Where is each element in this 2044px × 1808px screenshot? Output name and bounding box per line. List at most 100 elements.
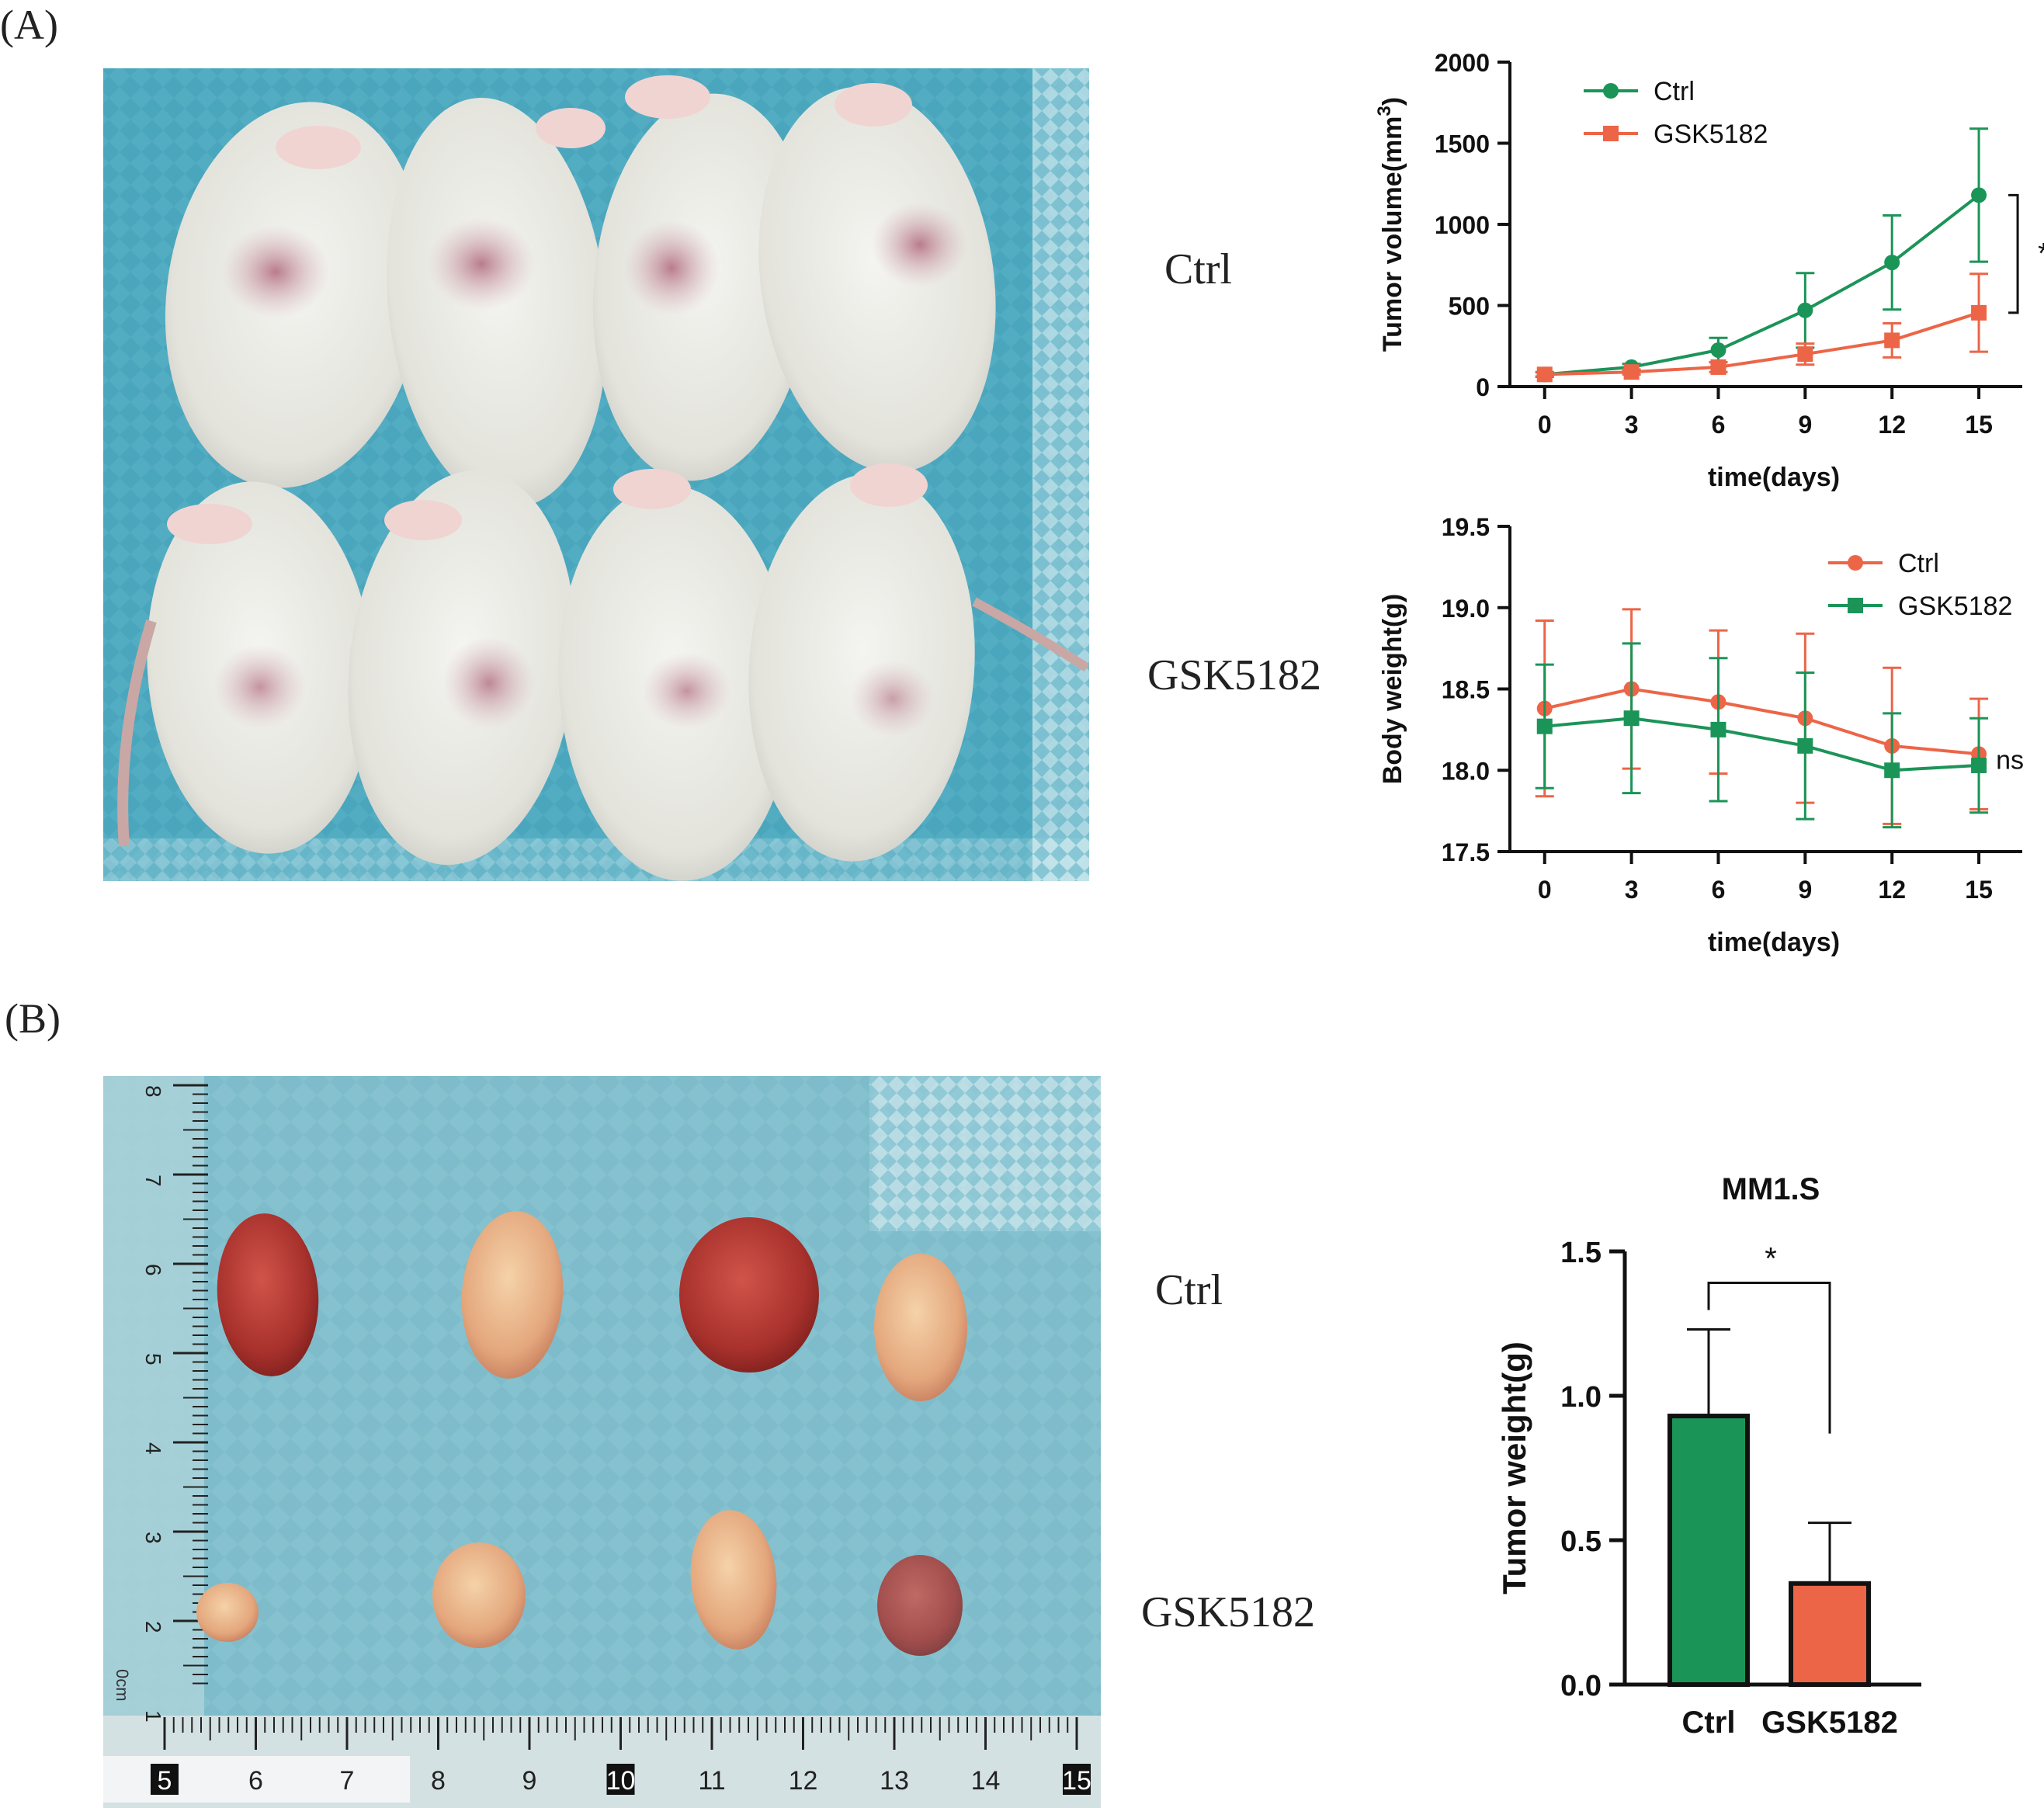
legend-marker (1603, 126, 1619, 141)
ruler-bottom-label: 11 (698, 1766, 725, 1796)
body-weight-chart: 17.5 18.0 18.5 19.0 19.5 0 3 6 9 12 15 time(days) Bo… (1378, 513, 2024, 957)
legend-marker (1603, 83, 1619, 99)
tumor-volume-chart: 0 500 1000 1500 2000 0 3 6 9 12 15 time(days) Tumor … (1374, 49, 2044, 492)
y-tick-label: 19.0 (1442, 595, 1490, 623)
ruler-bottom-label: 14 (971, 1766, 1001, 1796)
ruler-left-label: 6 (141, 1264, 165, 1276)
data-point (1710, 721, 1726, 737)
y-axis-label: Body weight(g) (1378, 594, 1407, 785)
x-tick-label: 15 (1965, 411, 1993, 439)
data-point (1623, 364, 1640, 380)
ruler-bottom-label: 13 (880, 1766, 909, 1796)
tumor-treated-1 (196, 1583, 259, 1642)
series-ctrl: Ctrl (1535, 549, 1989, 825)
legend-marker (1848, 555, 1863, 571)
ruler-bottom-label: 5 (158, 1766, 172, 1796)
ruler-bottom-label-box (606, 1764, 635, 1795)
tumor-treated-2 (432, 1543, 526, 1648)
y-tick-label: 0.5 (1560, 1525, 1602, 1558)
data-point (1884, 255, 1900, 271)
series-gsk5182: GSK5182 (1535, 120, 1989, 383)
y-tick-label: 2000 (1435, 49, 1490, 77)
ruler-left-label: 2 (141, 1621, 165, 1633)
x-tick-label: 12 (1878, 876, 1906, 904)
tumors-ctrl-label: Ctrl (1155, 1266, 1223, 1314)
ruler-bottom-label: 10 (606, 1766, 636, 1796)
y-axis-label: Tumor weight(g) (1496, 1341, 1532, 1595)
mice-ctrl-label: Ctrl (1164, 245, 1232, 293)
tumor-treated-4 (877, 1555, 963, 1656)
x-axis-label: time(days) (1708, 928, 1840, 957)
data-point (1536, 366, 1553, 383)
legend-label: Ctrl (1898, 549, 1939, 578)
ruler-left-label: 5 (141, 1353, 165, 1366)
x-axis-label: time(days) (1708, 463, 1840, 492)
series-gsk5182: GSK5182 (1535, 592, 2012, 829)
tumor-ctrl-1 (217, 1213, 319, 1376)
mouse-ctrl-1 (165, 102, 425, 488)
significance-bracket (1707, 1281, 1831, 1434)
y-tick-label: 1.5 (1560, 1237, 1602, 1269)
x-tick-label: 0 (1538, 411, 1552, 439)
legend-label: Ctrl (1654, 77, 1695, 106)
mouse-treated-3 (558, 469, 793, 881)
bar-ctrl (1667, 1414, 1750, 1688)
data-point (1797, 302, 1813, 318)
y-axis-label-sup: 3 (1374, 106, 1395, 116)
x-tick-label: 9 (1798, 876, 1812, 904)
significance-label: ns (1996, 746, 2024, 776)
y-tick-label: 17.5 (1442, 838, 1490, 866)
ruler-unit-label: 0cm (113, 1669, 132, 1702)
significance-bracket (2008, 193, 2019, 314)
panel-label-b: (B) (5, 995, 61, 1042)
ruler-bottom-label: 8 (431, 1766, 446, 1796)
mouse-ctrl-3 (592, 75, 813, 481)
mice-gsk5182-label: GSK5182 (1147, 651, 1321, 699)
mouse-treated-2 (348, 470, 576, 866)
x-tick-label: Ctrl (1682, 1706, 1736, 1740)
series-line (1544, 717, 1980, 772)
x-tick-label: 3 (1625, 876, 1639, 904)
data-point (1797, 737, 1813, 754)
significance-label: * (1765, 1241, 1777, 1275)
tumor-treated-3 (690, 1510, 777, 1650)
series-line (1544, 311, 1980, 377)
mice-photo (103, 68, 1090, 881)
ruler-bottom-label-box (1063, 1764, 1091, 1795)
ruler-bottom: 5 6 7 8 9 10 11 12 13 14 15 (151, 1717, 1091, 1796)
y-tick-label: 0 (1476, 373, 1490, 401)
mouse-ctrl-4 (758, 83, 996, 473)
ruler-bottom-label-box (151, 1764, 179, 1795)
ruler-left-label: 4 (141, 1442, 165, 1455)
ruler-bottom-label: 15 (1062, 1766, 1091, 1796)
data-point (1971, 757, 1987, 773)
panel-label-a: (A) (0, 2, 58, 48)
x-tick-label: GSK5182 (1761, 1706, 1898, 1740)
ruler-left-label: 7 (141, 1175, 165, 1187)
y-axis-label-close: ) (1378, 97, 1407, 106)
y-tick-label: 18.5 (1442, 676, 1490, 704)
data-point (1536, 718, 1553, 734)
tumor-ctrl-3 (679, 1217, 819, 1372)
y-tick-label: 500 (1449, 293, 1490, 321)
data-point (1623, 710, 1640, 727)
ruler-bottom-label: 12 (789, 1766, 818, 1796)
legend-marker (1848, 598, 1863, 613)
y-tick-label: 1000 (1435, 211, 1490, 239)
mouse-treated-4 (748, 463, 1090, 862)
data-point (1884, 332, 1900, 349)
ruler-left: 8 7 6 5 4 3 2 1 (141, 1084, 208, 1723)
data-point (1884, 762, 1900, 779)
y-tick-label: 1.0 (1560, 1381, 1602, 1414)
ruler-bottom-label: 7 (340, 1766, 355, 1796)
y-tick-label: 18.0 (1442, 757, 1490, 785)
tumors-gsk5182-label: GSK5182 (1141, 1588, 1315, 1636)
ruler-left-label: 3 (141, 1532, 165, 1544)
x-tick-label: 6 (1712, 411, 1726, 439)
mouse-treated-1 (117, 481, 373, 854)
significance-label: * (2038, 238, 2044, 270)
x-tick-label: 6 (1712, 876, 1726, 904)
x-tick-label: 15 (1965, 876, 1993, 904)
data-point (1710, 359, 1726, 375)
